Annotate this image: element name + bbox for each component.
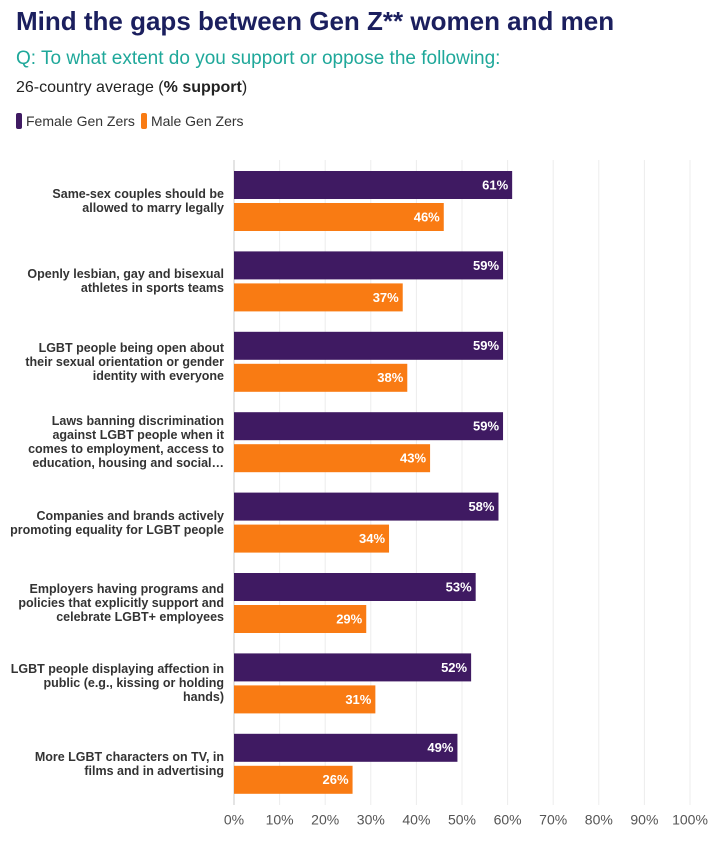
bar: [234, 653, 472, 682]
value-label: 38%: [377, 370, 403, 385]
bar: [234, 251, 504, 280]
category-label: Laws banning discrimination against LGBT…: [28, 414, 224, 471]
x-tick-label: 30%: [357, 812, 385, 828]
value-label: 46%: [414, 209, 440, 224]
value-label: 34%: [359, 531, 385, 546]
bar: [234, 605, 367, 633]
note-bold: % support: [163, 79, 242, 96]
bar: [234, 363, 408, 392]
legend-swatch: [140, 113, 147, 129]
x-tick-label: 70%: [539, 812, 567, 828]
category-label: Companies and brands actively promoting …: [10, 508, 224, 537]
category-label: Openly lesbian, gay and bisexual athlete…: [27, 267, 224, 296]
legend-item: Female Gen Zers: [16, 113, 135, 129]
note-text: 26-country average (: [16, 79, 164, 96]
value-label: 59%: [473, 338, 499, 353]
x-tick-label: 80%: [585, 812, 613, 828]
x-tick-label: 0%: [224, 812, 244, 828]
bar: [234, 444, 431, 473]
value-label: 61%: [482, 177, 508, 192]
bar: [234, 733, 458, 762]
chart-title: Mind the gaps between Gen Z** women and …: [16, 6, 615, 36]
legend-item: Male Gen Zers: [140, 113, 244, 129]
value-label: 29%: [336, 611, 362, 626]
bar: [234, 331, 504, 360]
x-tick-label: 90%: [630, 812, 658, 828]
chart-subtitle: Q: To what extent do you support or oppo…: [16, 48, 501, 69]
category-label: LGBT people displaying affection in publ…: [10, 662, 224, 705]
bar: [234, 685, 376, 714]
bar: [234, 765, 353, 794]
bar: [234, 524, 390, 553]
value-label: 31%: [345, 692, 371, 707]
x-tick-label: 60%: [494, 812, 522, 828]
category-label: Same-sex couples should be allowed to ma…: [52, 187, 224, 215]
value-label: 43%: [400, 451, 426, 466]
bar: [234, 492, 499, 521]
value-label: 59%: [473, 419, 499, 434]
value-label: 26%: [323, 772, 349, 787]
x-tick-label: 50%: [448, 812, 476, 828]
value-label: 59%: [473, 258, 499, 273]
category-label: Employers having programs and policies t…: [18, 582, 224, 624]
value-label: 58%: [468, 499, 494, 514]
legend-label: Female Gen Zers: [26, 113, 135, 129]
x-tick-label: 20%: [311, 812, 339, 828]
category-label: More LGBT characters on TV, in films and…: [34, 749, 224, 778]
value-label: 52%: [441, 660, 467, 675]
bar: [234, 412, 504, 441]
legend-label: Male Gen Zers: [150, 113, 244, 129]
note-text: ): [241, 79, 248, 96]
bar: [234, 203, 444, 231]
bar: [234, 171, 513, 199]
value-label: 37%: [373, 290, 399, 305]
x-tick-label: 40%: [402, 812, 430, 828]
chart-note: 26-country average (% support): [16, 79, 247, 97]
x-tick-label: 10%: [266, 812, 294, 828]
value-label: 49%: [427, 740, 453, 755]
legend: Female Gen Zers Male Gen Zers: [16, 113, 250, 129]
category-label: LGBT people being open about their sexua…: [25, 340, 224, 383]
bar: [234, 283, 403, 312]
value-label: 53%: [446, 579, 472, 594]
legend-swatch: [16, 113, 22, 129]
bar: [234, 573, 476, 601]
x-tick-label: 100%: [672, 812, 708, 828]
